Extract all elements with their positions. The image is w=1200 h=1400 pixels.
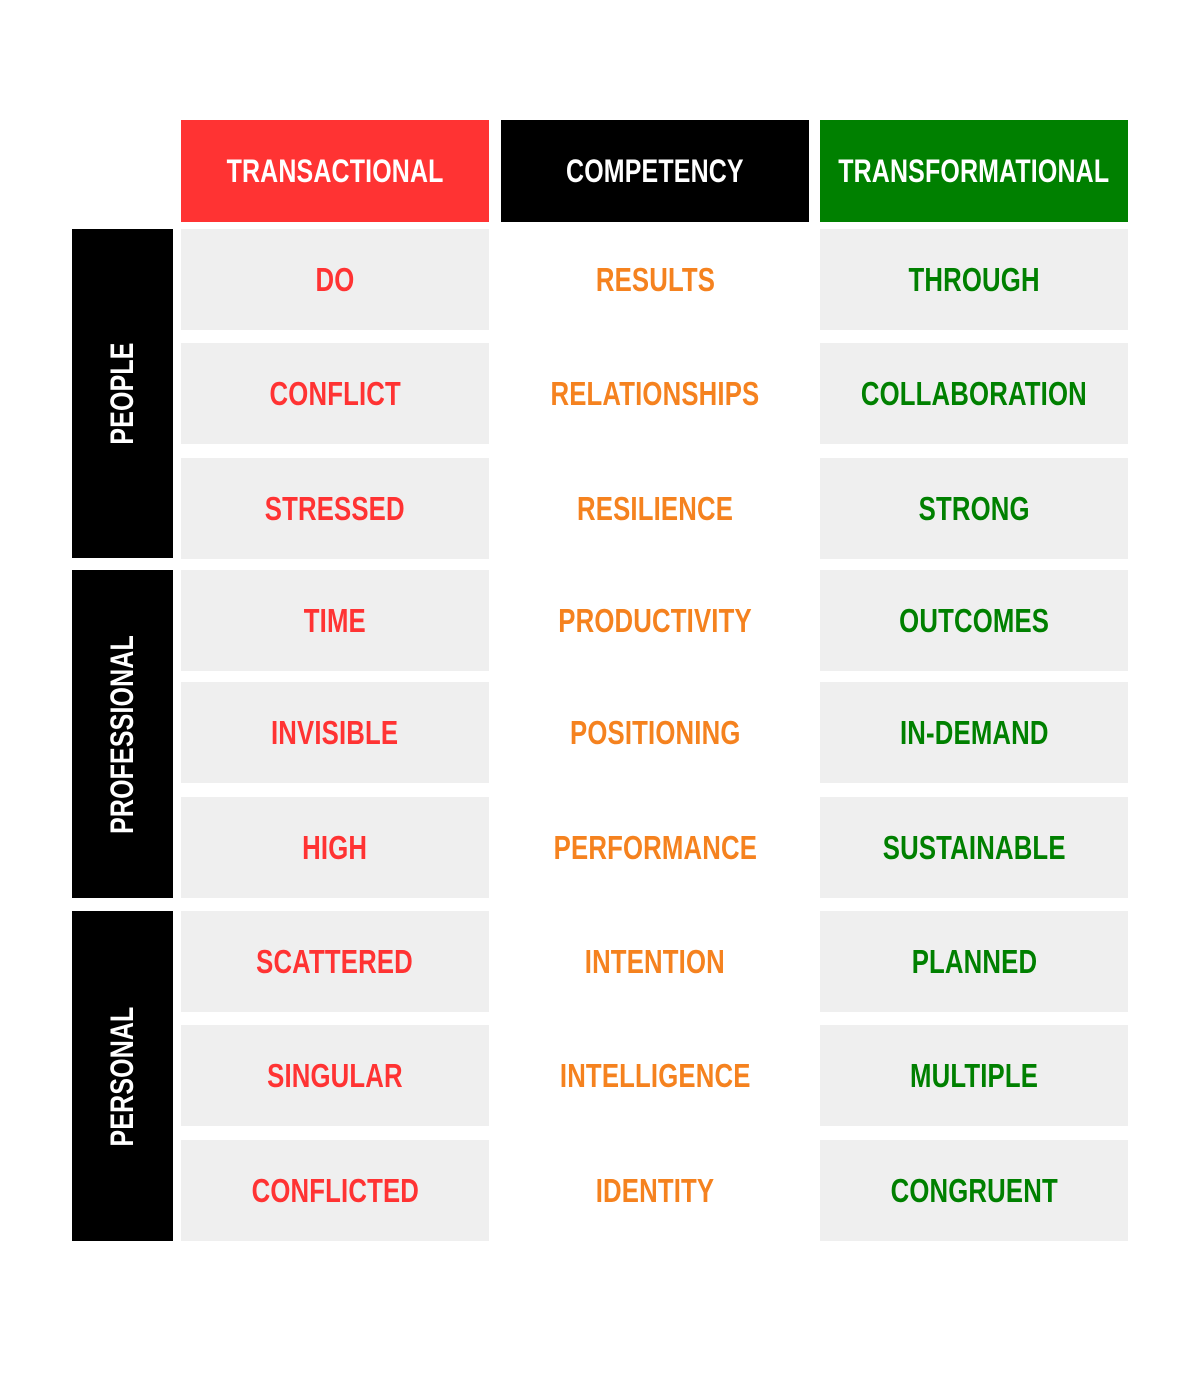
cell-competency-label: RESILIENCE: [576, 489, 734, 527]
cell-competency-label: RESULTS: [595, 260, 715, 298]
group-label-people-label: PEOPLE: [104, 342, 141, 445]
cell-transformational: COLLABORATION: [820, 343, 1128, 444]
cell-transformational-label: SUSTAINABLE: [882, 828, 1066, 866]
cell-transactional-label: SCATTERED: [256, 942, 414, 980]
cell-transformational: STRONG: [820, 458, 1128, 559]
cell-transactional-label: TIME: [303, 601, 367, 639]
cell-transformational-label: CONGRUENT: [890, 1171, 1058, 1209]
cell-transformational: IN-DEMAND: [820, 682, 1128, 783]
cell-transactional: TIME: [181, 570, 489, 671]
cell-competency: PERFORMANCE: [501, 797, 809, 898]
cell-competency: INTENTION: [501, 911, 809, 1012]
cell-transactional-label: DO: [315, 260, 355, 298]
header-transactional: TRANSACTIONAL: [181, 120, 489, 222]
cell-transformational-label: PLANNED: [911, 942, 1037, 980]
cell-transactional-label: STRESSED: [264, 489, 405, 527]
cell-transactional: INVISIBLE: [181, 682, 489, 783]
cell-transactional-label: SINGULAR: [267, 1056, 403, 1094]
cell-competency: IDENTITY: [501, 1140, 809, 1241]
cell-transformational-label: MULTIPLE: [909, 1056, 1039, 1094]
cell-transformational: MULTIPLE: [820, 1025, 1128, 1126]
cell-transformational: CONGRUENT: [820, 1140, 1128, 1241]
cell-transformational: OUTCOMES: [820, 570, 1128, 671]
group-label-people: PEOPLE: [72, 229, 173, 558]
cell-competency: RESILIENCE: [501, 458, 809, 559]
cell-transformational-label: IN-DEMAND: [899, 713, 1049, 751]
header-transformational-label: TRANSFORMATIONAL: [838, 152, 1110, 189]
cell-transactional: CONFLICTED: [181, 1140, 489, 1241]
group-label-professional: PROFESSIONAL: [72, 570, 173, 898]
cell-transactional-label: INVISIBLE: [271, 713, 399, 751]
group-label-professional-label: PROFESSIONAL: [104, 634, 140, 834]
cell-transformational: PLANNED: [820, 911, 1128, 1012]
cell-competency-label: INTELLIGENCE: [559, 1056, 751, 1094]
cell-transformational-label: THROUGH: [908, 260, 1040, 298]
cell-transactional: DO: [181, 229, 489, 330]
cell-transactional-label: CONFLICTED: [251, 1171, 419, 1209]
cell-transactional-label: HIGH: [302, 828, 368, 866]
header-competency: COMPETENCY: [501, 120, 809, 222]
cell-transformational: SUSTAINABLE: [820, 797, 1128, 898]
group-label-personal-label: PERSONAL: [104, 1006, 140, 1146]
cell-transactional: CONFLICT: [181, 343, 489, 444]
header-transformational: TRANSFORMATIONAL: [820, 120, 1128, 222]
cell-transactional: SINGULAR: [181, 1025, 489, 1126]
cell-transformational-label: STRONG: [918, 489, 1030, 527]
header-competency-label: COMPETENCY: [566, 152, 744, 189]
cell-competency-label: PRODUCTIVITY: [558, 601, 752, 639]
cell-competency: RELATIONSHIPS: [501, 343, 809, 444]
cell-transactional-label: CONFLICT: [269, 374, 401, 412]
header-transactional-label: TRANSACTIONAL: [226, 152, 444, 189]
cell-transformational-label: COLLABORATION: [860, 374, 1088, 412]
cell-transformational-label: OUTCOMES: [899, 601, 1049, 639]
cell-transactional: STRESSED: [181, 458, 489, 559]
group-label-personal: PERSONAL: [72, 911, 173, 1241]
cell-competency-label: RELATIONSHIPS: [550, 374, 760, 412]
cell-competency-label: INTENTION: [584, 942, 726, 980]
cell-transactional: SCATTERED: [181, 911, 489, 1012]
cell-competency: INTELLIGENCE: [501, 1025, 809, 1126]
cell-competency-label: POSITIONING: [569, 713, 741, 751]
cell-competency: PRODUCTIVITY: [501, 570, 809, 671]
cell-competency-label: PERFORMANCE: [553, 828, 757, 866]
cell-transactional: HIGH: [181, 797, 489, 898]
cell-competency: RESULTS: [501, 229, 809, 330]
cell-competency-label: IDENTITY: [595, 1171, 715, 1209]
cell-competency: POSITIONING: [501, 682, 809, 783]
cell-transformational: THROUGH: [820, 229, 1128, 330]
